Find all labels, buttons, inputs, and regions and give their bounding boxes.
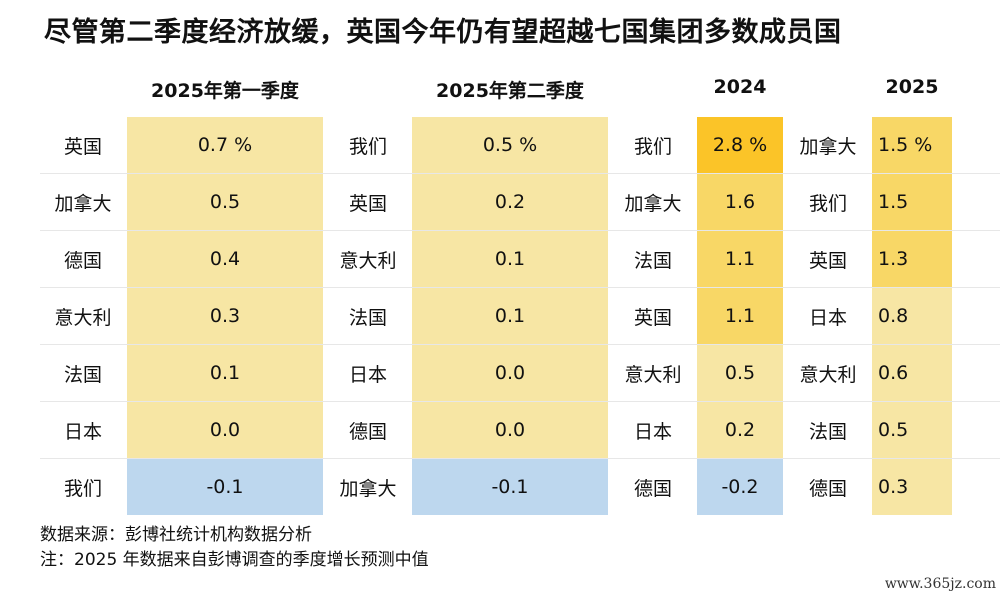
table-row: 加拿大 0.5 英国 0.2 加拿大 1.6 我们 1.5 [40, 174, 1000, 230]
row-divider [40, 344, 1000, 345]
growth-value-cell: 0.0 [412, 402, 608, 458]
country-label: 德国 [63, 249, 102, 272]
growth-value-cell: 0.6 [872, 345, 952, 401]
country-label: 法国 [633, 249, 672, 272]
country-label: 德国 [633, 477, 672, 500]
country-label: 德国 [808, 477, 847, 500]
country-label: 日本 [808, 306, 847, 329]
growth-value-cell: -0.2 [697, 459, 783, 515]
growth-value-cell: 0.0 [412, 345, 608, 401]
country-label: 英国 [633, 306, 672, 329]
growth-value-cell: 0.2 [412, 174, 608, 230]
row-divider [40, 401, 1000, 402]
growth-value-cell: 1.5 [872, 174, 952, 230]
page-title: 尽管第二季度经济放缓，英国今年仍有望超越七国集团多数成员国 [44, 17, 842, 48]
growth-value-cell: 1.5 % [872, 117, 952, 173]
country-label: 意大利 [54, 306, 112, 329]
growth-value-cell: 0.5 [697, 345, 783, 401]
country-label: 我们 [808, 192, 847, 215]
country-label: 加拿大 [54, 192, 112, 215]
column-header-2025-q2: 2025年第二季度 [436, 80, 584, 102]
growth-value-cell: 0.2 [697, 402, 783, 458]
growth-value-cell: 0.7 % [127, 117, 323, 173]
country-label: 意大利 [799, 363, 857, 386]
country-label: 加拿大 [799, 135, 857, 158]
country-label: 我们 [63, 477, 102, 500]
growth-value-cell: 1.1 [697, 231, 783, 287]
table-row: 英国 0.7 % 我们 0.5 % 我们 2.8 % 加拿大 1.5 % [40, 117, 1000, 173]
country-label: 德国 [348, 420, 387, 443]
growth-value-cell: 0.5 [127, 174, 323, 230]
country-label: 法国 [348, 306, 387, 329]
table-row: 德国 0.4 意大利 0.1 法国 1.1 英国 1.3 [40, 231, 1000, 287]
growth-value-cell: 0.5 % [412, 117, 608, 173]
column-header-2025: 2025 [885, 76, 939, 98]
growth-value-cell: 0.3 [872, 459, 952, 515]
growth-value-cell: -0.1 [412, 459, 608, 515]
country-label: 加拿大 [624, 192, 682, 215]
table-row: 日本 0.0 德国 0.0 日本 0.2 法国 0.5 [40, 402, 1000, 458]
country-label: 我们 [633, 135, 672, 158]
growth-value-cell: 1.3 [872, 231, 952, 287]
country-label: 法国 [63, 363, 102, 386]
country-label: 英国 [808, 249, 847, 272]
country-label: 日本 [348, 363, 387, 386]
growth-value-cell: 0.1 [412, 288, 608, 344]
country-label: 法国 [808, 420, 847, 443]
row-divider [40, 230, 1000, 231]
watermark: www.365jz.com [884, 576, 996, 592]
growth-value-cell: 2.8 % [697, 117, 783, 173]
country-label: 加拿大 [339, 477, 397, 500]
row-divider [40, 287, 1000, 288]
growth-value-cell: 1.1 [697, 288, 783, 344]
country-label: 我们 [348, 135, 387, 158]
growth-value-cell: 1.6 [697, 174, 783, 230]
country-label: 意大利 [624, 363, 682, 386]
table-row: 意大利 0.3 法国 0.1 英国 1.1 日本 0.8 [40, 288, 1000, 344]
table-row: 我们 -0.1 加拿大 -0.1 德国 -0.2 德国 0.3 [40, 459, 1000, 515]
row-divider [40, 458, 1000, 459]
footnote: 注：2025 年数据来自彭博调查的季度增长预测中值 [40, 550, 429, 570]
table-row: 法国 0.1 日本 0.0 意大利 0.5 意大利 0.6 [40, 345, 1000, 401]
growth-value-cell: 0.5 [872, 402, 952, 458]
column-header-2025-q1: 2025年第一季度 [151, 80, 299, 102]
country-label: 日本 [633, 420, 672, 443]
growth-value-cell: -0.1 [127, 459, 323, 515]
country-label: 意大利 [339, 249, 397, 272]
growth-value-cell: 0.3 [127, 288, 323, 344]
country-label: 日本 [63, 420, 102, 443]
country-label: 英国 [63, 135, 102, 158]
growth-value-cell: 0.8 [872, 288, 952, 344]
growth-value-cell: 0.0 [127, 402, 323, 458]
growth-value-cell: 0.4 [127, 231, 323, 287]
growth-value-cell: 0.1 [127, 345, 323, 401]
country-label: 英国 [348, 192, 387, 215]
growth-value-cell: 0.1 [412, 231, 608, 287]
row-divider [40, 173, 1000, 174]
source-note: 数据来源：彭博社统计机构数据分析 [40, 525, 312, 545]
column-header-2024: 2024 [713, 76, 767, 98]
